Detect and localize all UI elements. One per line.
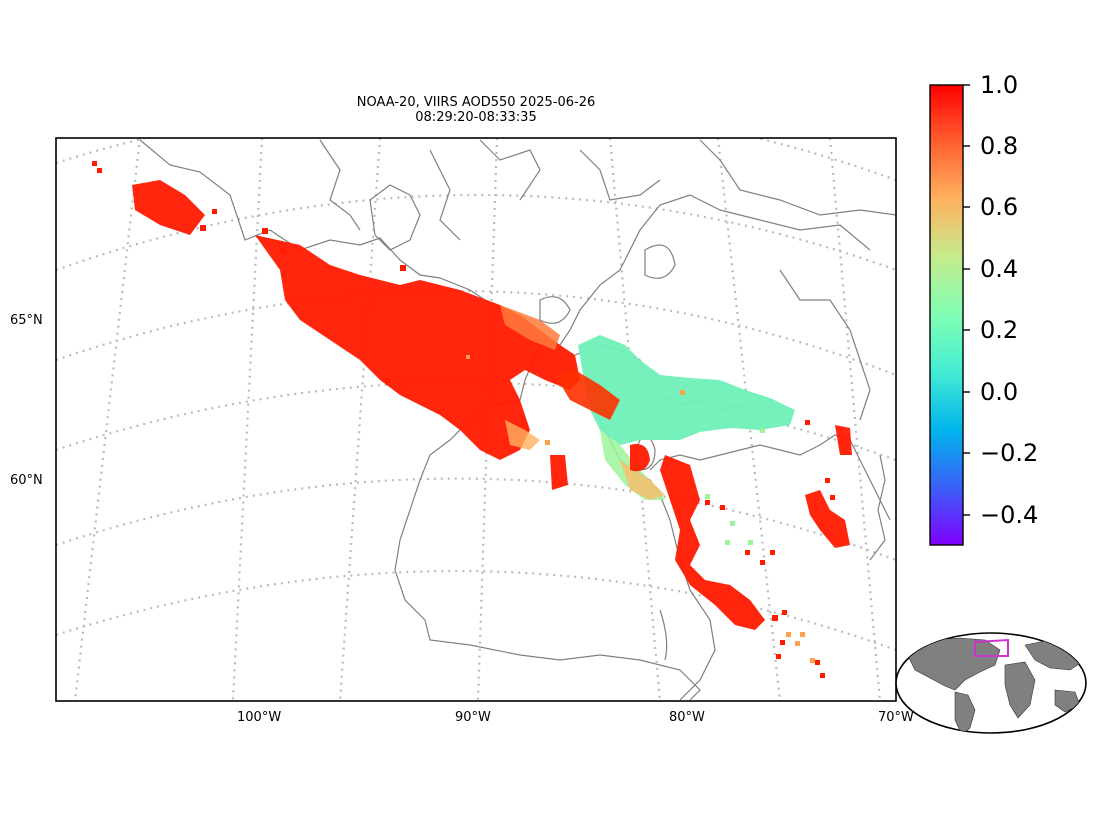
meridian-line (231, 138, 264, 701)
aod-swath-low (578, 335, 795, 445)
map-frame (55, 137, 897, 702)
aod-swath-high (550, 455, 568, 490)
parallel-line (56, 193, 896, 272)
colorbar-gradient (929, 84, 964, 546)
aod-swath-layer (92, 161, 852, 678)
map-title: NOAA-20, VIIRS AOD550 2025-06-26 08:29:2… (56, 95, 896, 125)
coastline (369, 184, 421, 251)
coastline (779, 269, 871, 421)
coastline (429, 149, 461, 241)
aod-swath-high (132, 180, 205, 235)
lon-label-100w: 100°W (237, 710, 282, 725)
map-panel (56, 138, 896, 701)
coastline (644, 244, 676, 279)
inset-landmass (1004, 661, 1036, 719)
aod-swath-high (835, 425, 852, 455)
colorbar-tick-label: 0.8 (980, 132, 1019, 160)
parallel-line (56, 289, 896, 377)
aod-swath-high (660, 455, 765, 630)
graticule (56, 138, 896, 701)
inset-landmass (904, 637, 1001, 691)
title-line-1: NOAA-20, VIIRS AOD550 2025-06-26 (356, 95, 596, 110)
colorbar-tick-label: 0.6 (980, 193, 1019, 221)
meridian-line (828, 138, 882, 701)
title-line-2: 08:29:20-08:33:35 (415, 110, 537, 125)
inset-landmass (954, 691, 976, 733)
inset-region-box (974, 638, 1009, 657)
aod-swath-high (555, 370, 620, 420)
colorbar-tick-label: −0.4 (980, 501, 1039, 529)
coastline (479, 139, 541, 201)
lon-label-80w: 80°W (669, 710, 705, 725)
colorbar-tick-label: 0.4 (980, 255, 1019, 283)
lat-label-60n: 60°N (10, 473, 43, 488)
colorbar-ticks (963, 84, 970, 516)
aod-swath-mid (500, 305, 560, 350)
parallel-line (56, 138, 896, 182)
colorbar-tick-label: 0.2 (980, 316, 1019, 344)
aod-pixel-cluster (466, 355, 815, 663)
coastline (519, 194, 871, 346)
colorbar-tick-label: −0.2 (980, 439, 1039, 467)
colorbar-tick-label: 1.0 (980, 71, 1019, 99)
meridian-line (338, 138, 382, 701)
coastline (539, 296, 571, 324)
lon-label-90w: 90°W (455, 710, 491, 725)
aod-swath-high (805, 490, 850, 548)
coastline (699, 139, 896, 216)
aod-swath-mid (505, 420, 540, 450)
aod-swath-high (255, 235, 580, 460)
global-inset-map (895, 632, 1087, 734)
coastline (869, 454, 886, 561)
aod-pixel-cluster (92, 161, 835, 678)
coastline (579, 149, 661, 201)
aod-pixel-cluster (705, 428, 765, 545)
aod-swath-high (630, 444, 650, 472)
lon-label-70w: 70°W (878, 710, 914, 725)
parallel-line (56, 381, 896, 462)
coastline (319, 139, 361, 231)
colorbar-tick-label: 0.0 (980, 378, 1019, 406)
parallel-line (56, 569, 896, 652)
coastline (659, 609, 668, 661)
meridian-line (73, 138, 142, 701)
colorbar (929, 84, 970, 546)
parallel-line (56, 477, 896, 562)
coastline (649, 434, 891, 521)
lat-label-65n: 65°N (10, 313, 43, 328)
inset-landmass (1054, 689, 1081, 713)
coastline (139, 139, 521, 321)
